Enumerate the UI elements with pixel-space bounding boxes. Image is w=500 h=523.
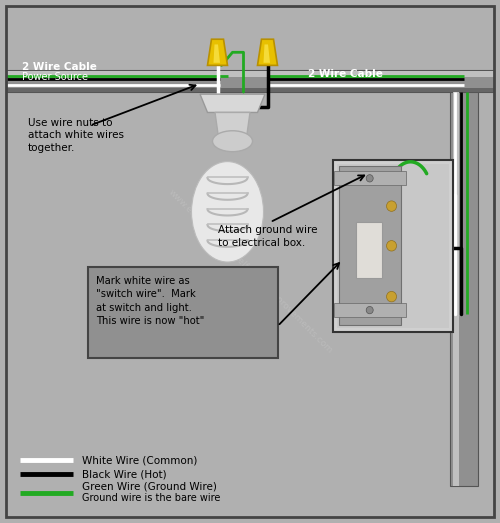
Bar bbox=[450, 92, 477, 486]
Polygon shape bbox=[208, 39, 228, 65]
Text: White Wire (Common): White Wire (Common) bbox=[82, 455, 198, 465]
Circle shape bbox=[366, 306, 373, 314]
Ellipse shape bbox=[212, 131, 252, 152]
Polygon shape bbox=[200, 94, 265, 112]
Text: Attach ground wire
to electrical box.: Attach ground wire to electrical box. bbox=[218, 225, 317, 248]
Bar bbox=[6, 88, 494, 92]
Bar bbox=[332, 160, 452, 332]
Circle shape bbox=[386, 201, 396, 211]
Text: 2 Wire Cable: 2 Wire Cable bbox=[308, 69, 382, 79]
Text: Mark white wire as
"switch wire".  Mark
at switch and light.
This wire is now "h: Mark white wire as "switch wire". Mark a… bbox=[96, 276, 205, 326]
Bar bbox=[6, 71, 494, 77]
Polygon shape bbox=[214, 44, 220, 63]
Text: Ground wire is the bare wire: Ground wire is the bare wire bbox=[82, 493, 221, 503]
Text: Green Wire (Ground Wire): Green Wire (Ground Wire) bbox=[82, 481, 218, 492]
Bar bbox=[6, 70, 494, 92]
Text: 2 Wire Cable: 2 Wire Cable bbox=[22, 62, 98, 72]
Bar bbox=[334, 303, 406, 317]
Bar bbox=[452, 92, 460, 486]
Ellipse shape bbox=[194, 165, 261, 259]
Bar bbox=[336, 164, 448, 328]
Circle shape bbox=[386, 291, 396, 302]
Bar bbox=[356, 222, 382, 278]
Text: Black Wire (Hot): Black Wire (Hot) bbox=[82, 469, 167, 480]
Circle shape bbox=[386, 241, 396, 251]
Polygon shape bbox=[215, 112, 250, 138]
Bar bbox=[334, 171, 406, 186]
Text: www.easy-do-it-yourself-home-improvements.com: www.easy-do-it-yourself-home-improvement… bbox=[166, 188, 334, 356]
Bar bbox=[338, 166, 401, 325]
Bar bbox=[88, 267, 278, 358]
Circle shape bbox=[366, 175, 373, 182]
Text: Power Source: Power Source bbox=[22, 72, 88, 83]
Ellipse shape bbox=[192, 162, 264, 262]
Text: Use wire nuts to
attach white wires
together.: Use wire nuts to attach white wires toge… bbox=[28, 118, 124, 153]
Polygon shape bbox=[264, 44, 270, 63]
Polygon shape bbox=[258, 39, 278, 65]
